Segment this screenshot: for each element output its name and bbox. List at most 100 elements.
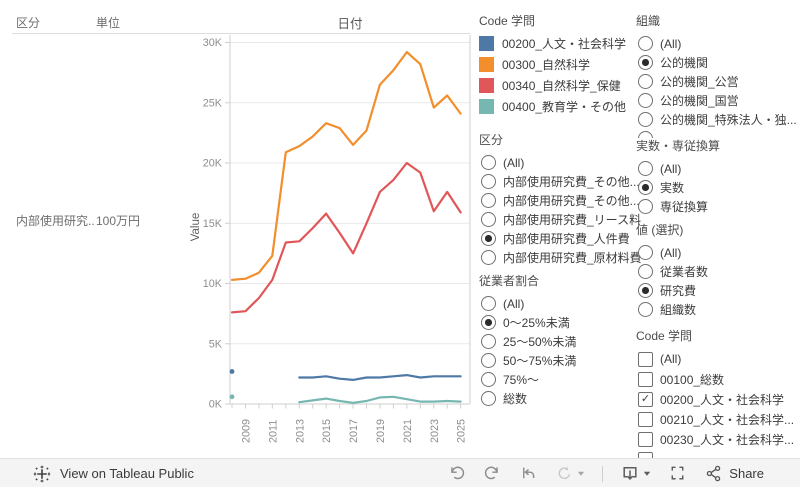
radio-icon[interactable] (481, 250, 496, 265)
option-label: 公的機関_特殊法人・独... (660, 113, 797, 127)
radio-option[interactable]: 専従換算 (638, 197, 798, 216)
option-label: 組織数 (660, 303, 697, 317)
undo-button[interactable] (447, 464, 466, 483)
checkbox-option[interactable]: 00100_総数 (638, 369, 798, 389)
option-label: (All) (660, 352, 682, 366)
radio-icon[interactable] (638, 36, 653, 51)
radio-option[interactable]: 研究費 (638, 281, 798, 300)
radio-icon[interactable] (638, 112, 653, 127)
option-label: 公的機関 (660, 56, 709, 70)
radio-option[interactable]: 公的機関_国営 (638, 91, 798, 110)
radio-option[interactable]: 実数 (638, 178, 798, 197)
radio-icon[interactable] (481, 372, 496, 387)
checkbox-icon[interactable] (638, 351, 653, 367)
radio-selected-icon[interactable] (481, 231, 496, 246)
radio-selected-icon[interactable] (638, 180, 653, 195)
radio-option[interactable]: 総数 (481, 389, 631, 408)
legend-item-label: 00300_自然科学 (502, 58, 591, 72)
legend-item[interactable]: 00400_教育学・その他 (479, 96, 631, 117)
radio-icon[interactable] (481, 334, 496, 349)
radio-option[interactable]: (All) (481, 294, 631, 313)
radio-option[interactable]: 内部使用研究費_リース料 (481, 210, 641, 229)
option-label: 75%～ (503, 373, 540, 387)
checkbox-option[interactable]: 00200_人文・社会科学 (638, 389, 798, 409)
option-label: 公的機関_国営 (660, 94, 739, 108)
option-label: 内部使用研究費_原材料費 (503, 251, 642, 265)
legend-item[interactable]: 00300_自然科学 (479, 54, 631, 75)
radio-option[interactable]: 公的機関 (638, 53, 798, 72)
revert-all-button[interactable] (519, 464, 538, 483)
radio-option[interactable]: 25～50%未満 (481, 332, 631, 351)
radio-icon[interactable] (638, 245, 653, 260)
fullscreen-icon (671, 466, 684, 480)
option-label: 内部使用研究費_リース料 (503, 213, 642, 227)
legend-item-label: 00200_人文・社会科学 (502, 37, 627, 51)
legend-code-gakumon: Code 学問 00200_人文・社会科学 00300_自然科学 00340_自然科… (479, 12, 631, 117)
radio-icon[interactable] (481, 296, 496, 311)
radio-selected-icon[interactable] (481, 315, 496, 330)
bottom-toolbar: View on Tableau Public (0, 458, 800, 487)
radio-option[interactable]: 組織数 (638, 300, 798, 319)
radio-icon[interactable] (481, 174, 496, 189)
checkbox-option[interactable]: 00210_人文・社会科学... (638, 409, 798, 429)
legend-item[interactable]: 00340_自然科学_保健 (479, 75, 631, 96)
checkbox-selected-icon[interactable] (638, 391, 653, 407)
checkbox-icon[interactable] (638, 371, 653, 387)
filter-kubun: 区分 (All) 内部使用研究費_その他... 内部使用研究費_その他... 内部使用… (479, 131, 642, 267)
radio-option[interactable]: (All) (638, 243, 798, 262)
radio-option[interactable]: 75%～ (481, 370, 631, 389)
radio-icon[interactable] (638, 199, 653, 214)
option-label: 00200_人文・社会科学 (660, 392, 785, 407)
radio-selected-icon[interactable] (638, 55, 653, 70)
view-on-tableau-link[interactable]: View on Tableau Public (33, 465, 194, 483)
download-button[interactable] (620, 464, 651, 484)
share-button[interactable]: Share (704, 464, 764, 483)
share-label: Share (729, 466, 764, 481)
filter-options: (All) 公的機関公的機関_公営公的機関_国営公的機関_特殊法人・独... (636, 34, 798, 138)
refresh-data-button[interactable] (555, 464, 585, 483)
radio-option[interactable]: 内部使用研究費_その他... (481, 191, 640, 210)
radio-option[interactable]: 0～25%未満 (481, 313, 631, 332)
radio-option[interactable]: (All) (481, 153, 631, 172)
column-header-tani: 単位 (96, 16, 121, 30)
option-label: 00230_人文・社会科学... (660, 432, 795, 447)
radio-icon[interactable] (481, 391, 496, 406)
radio-icon[interactable] (638, 302, 653, 317)
radio-icon[interactable] (638, 264, 653, 279)
line-chart[interactable]: 0K 5K 10K 15K 20K 25K 30K 2009 2011 2013 2015 2017 2… (185, 35, 475, 455)
checkbox-option[interactable]: (All) (638, 349, 798, 369)
checkbox-option[interactable]: 00230_人文・社会科学... (638, 429, 798, 449)
radio-icon[interactable] (638, 161, 653, 176)
radio-option[interactable]: 公的機関_公営 (638, 72, 798, 91)
legend-item[interactable]: 00200_人文・社会科学 (479, 33, 631, 54)
radio-icon[interactable] (481, 353, 496, 368)
radio-option[interactable]: 内部使用研究費_その他... (481, 172, 640, 191)
checkbox-icon[interactable] (638, 431, 653, 447)
clipped-option (638, 129, 798, 138)
radio-icon[interactable] (638, 93, 653, 108)
checkbox-icon[interactable] (638, 411, 653, 427)
redo-button[interactable] (483, 464, 502, 483)
svg-text:5K: 5K (209, 338, 223, 350)
radio-option[interactable]: 内部使用研究費_原材料費 (481, 248, 642, 267)
radio-icon[interactable] (481, 193, 496, 208)
header-divider (12, 33, 470, 34)
radio-selected-icon[interactable] (638, 283, 653, 298)
radio-option[interactable]: (All) (638, 34, 798, 53)
radio-icon[interactable] (481, 155, 496, 170)
svg-text:2023: 2023 (429, 419, 441, 443)
radio-icon[interactable] (481, 212, 496, 227)
radio-option[interactable]: 従業者数 (638, 262, 798, 281)
filter-options: (All) 内部使用研究費_その他... 内部使用研究費_その他... 内部使用研究費… (479, 153, 642, 267)
radio-option[interactable]: (All) (638, 159, 798, 178)
legend-items: 00200_人文・社会科学 00300_自然科学 00340_自然科学_保健 0040… (479, 33, 631, 117)
series-00340_自然科学_保健 (230, 161, 462, 314)
series-00200_人文・社会科学 (229, 369, 462, 381)
option-label: 25～50%未満 (503, 335, 577, 349)
checkbox-icon[interactable] (638, 451, 653, 458)
radio-option[interactable]: 公的機関_特殊法人・独... (638, 110, 798, 129)
radio-option[interactable]: 50～75%未満 (481, 351, 631, 370)
fullscreen-button[interactable] (668, 464, 687, 483)
radio-icon[interactable] (638, 74, 653, 89)
radio-option[interactable]: 内部使用研究費_人件費 (481, 229, 631, 248)
